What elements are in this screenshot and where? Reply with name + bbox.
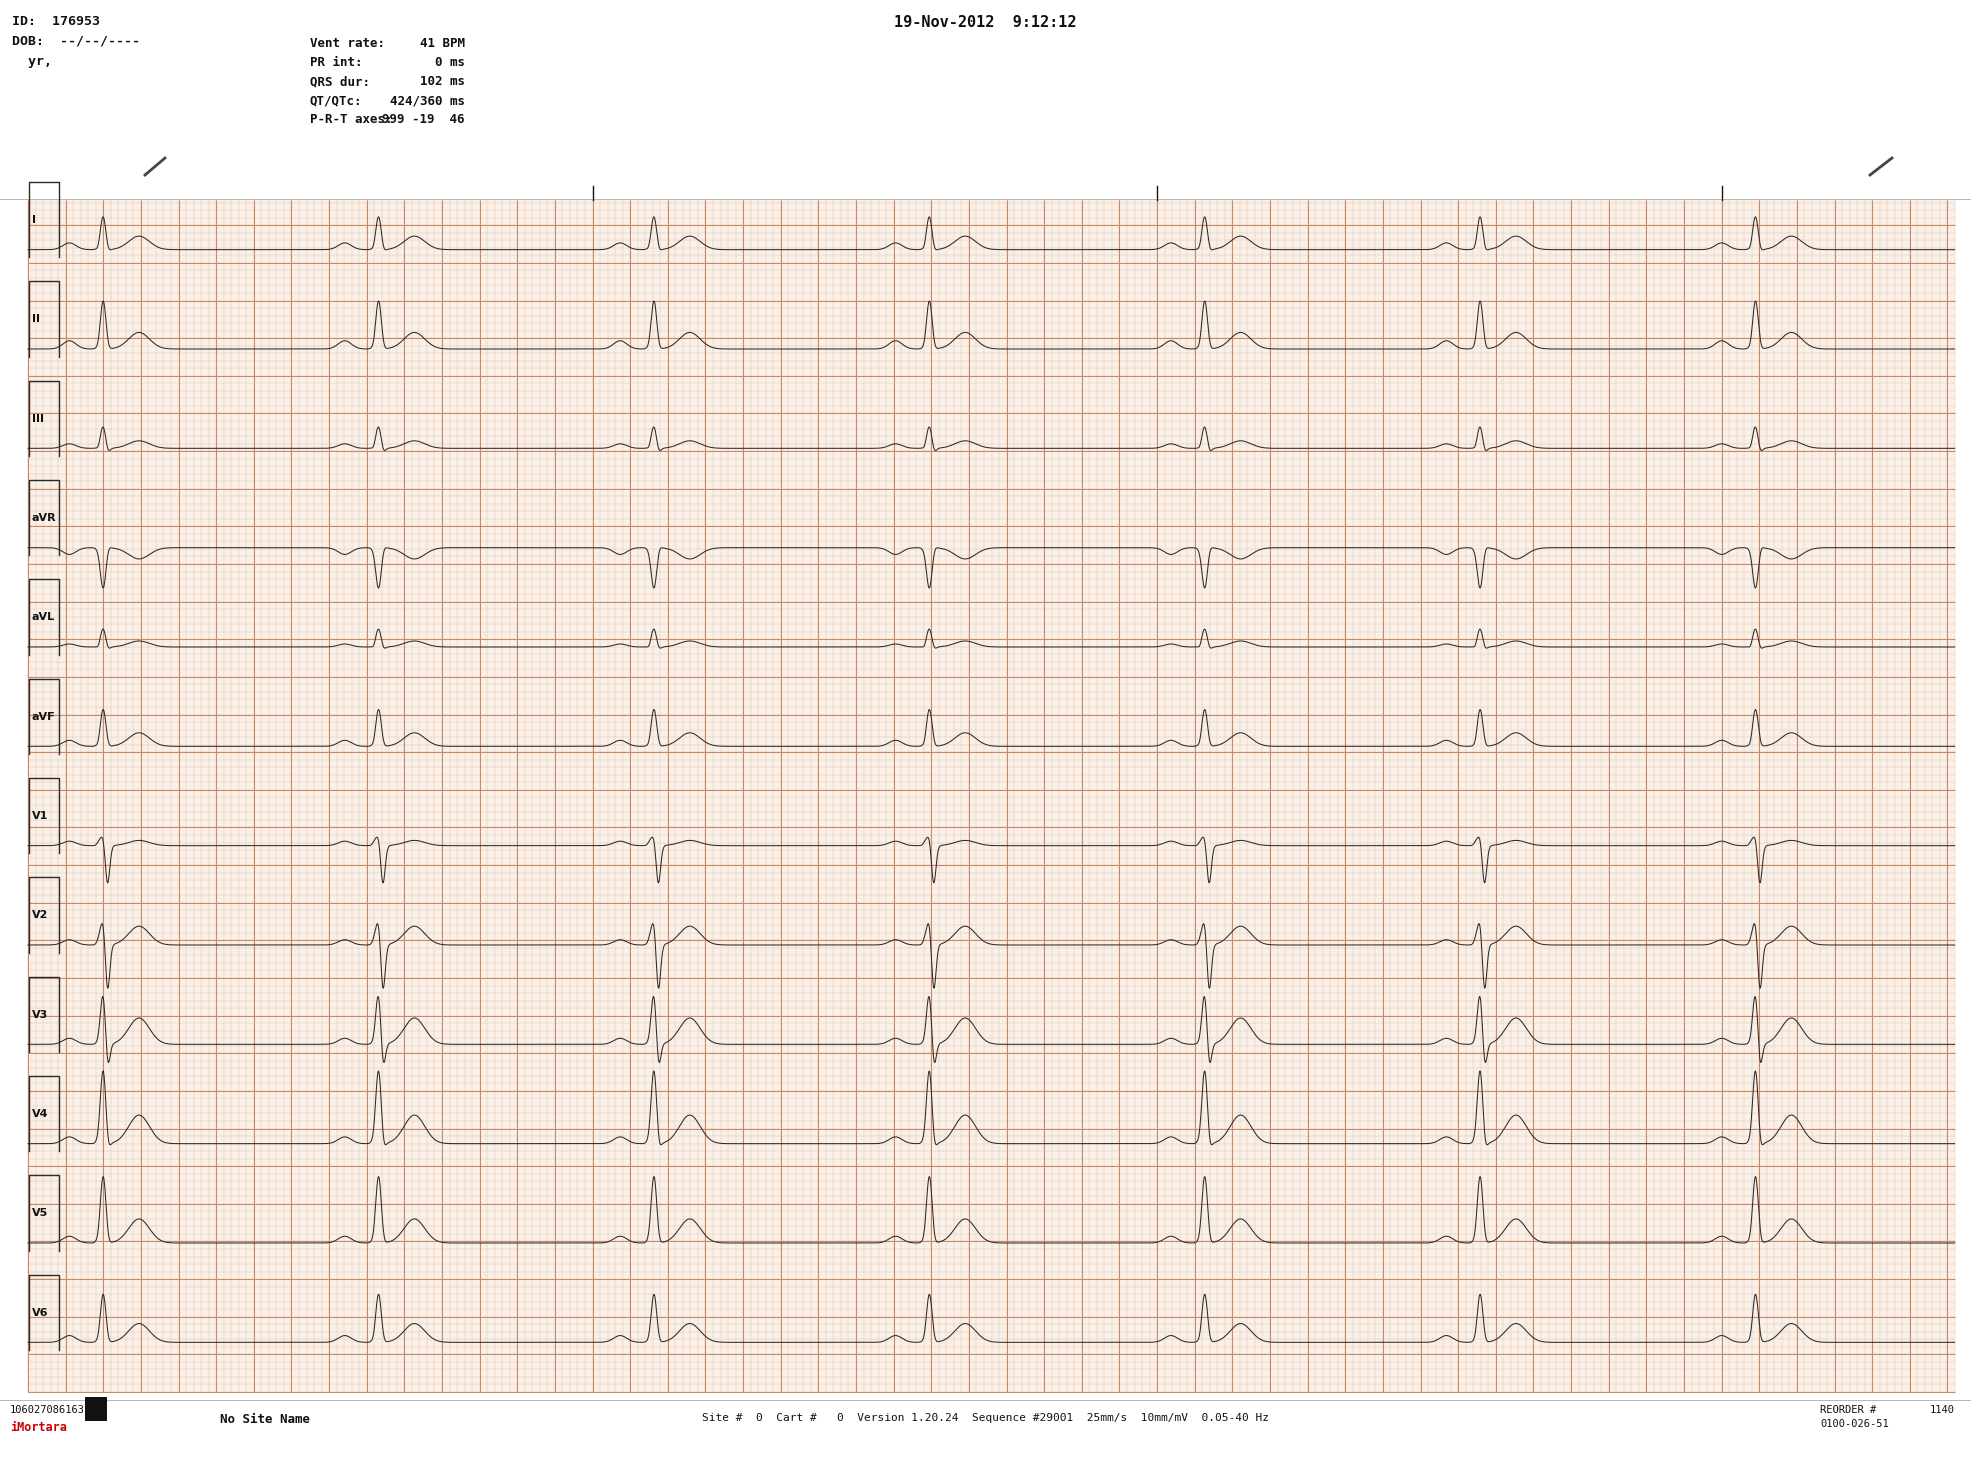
Text: PR int:: PR int: (309, 55, 363, 69)
Text: aVL: aVL (32, 613, 55, 622)
Text: V6: V6 (32, 1307, 49, 1317)
Text: ID:  176953: ID: 176953 (12, 15, 101, 28)
Text: 0 ms: 0 ms (436, 55, 465, 69)
Text: 0100-026-51: 0100-026-51 (1819, 1420, 1888, 1428)
Text: 106027086163: 106027086163 (10, 1405, 85, 1415)
Text: REORDER #: REORDER # (1819, 1405, 1876, 1415)
Text: 999 -19  46: 999 -19 46 (382, 112, 465, 125)
Text: V4: V4 (32, 1109, 49, 1119)
Text: V1: V1 (32, 811, 49, 821)
Text: I: I (32, 214, 35, 225)
Text: Site #  0  Cart #   0  Version 1.20.24  Sequence #29001  25mm/s  10mm/mV  0.05-4: Site # 0 Cart # 0 Version 1.20.24 Sequen… (702, 1412, 1269, 1423)
Text: V2: V2 (32, 910, 49, 921)
Text: 1140: 1140 (1930, 1405, 1955, 1415)
Text: No Site Name: No Site Name (221, 1412, 309, 1425)
Text: 19-Nov-2012  9:12:12: 19-Nov-2012 9:12:12 (893, 15, 1076, 31)
Text: 424/360 ms: 424/360 ms (390, 93, 465, 107)
Text: QT/QTc:: QT/QTc: (309, 93, 363, 107)
Text: 102 ms: 102 ms (420, 74, 465, 88)
Text: aVF: aVF (32, 712, 55, 722)
Bar (28, 200, 1955, 1392)
Text: 41 BPM: 41 BPM (420, 36, 465, 50)
Text: II: II (32, 314, 39, 324)
Text: V5: V5 (32, 1208, 47, 1218)
Text: V3: V3 (32, 1010, 47, 1020)
Text: yr,: yr, (12, 55, 51, 69)
Text: P-R-T axes:: P-R-T axes: (309, 112, 392, 125)
Text: QRS dur:: QRS dur: (309, 74, 371, 88)
Text: III: III (32, 413, 43, 423)
Text: DOB:  --/--/----: DOB: --/--/---- (12, 35, 140, 48)
Text: iMortara: iMortara (10, 1421, 67, 1434)
Bar (85, 1398, 106, 1421)
Text: Vent rate:: Vent rate: (309, 36, 384, 50)
Text: aVR: aVR (32, 514, 57, 522)
